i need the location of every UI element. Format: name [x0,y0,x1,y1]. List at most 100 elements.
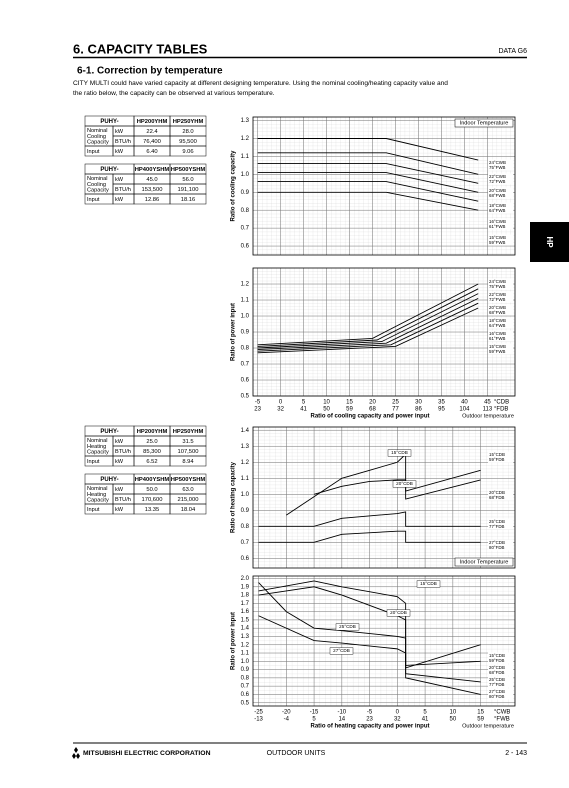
legend-label: 59°FWB [489,349,505,354]
legend-title: Indoor Temperature [460,559,509,565]
table-value: 153,500 [142,187,163,193]
legend-label: 61°FWB [489,224,505,229]
y-tick-label: 0.8 [241,346,250,352]
y-axis-label: Ratio of power input [231,303,237,361]
legend-bg [488,291,513,303]
table-value: 76,400 [143,139,161,145]
table-cell [169,145,207,157]
x-tick-label: -15 [310,710,319,716]
table-value: 18.16 [181,197,196,203]
curve [257,293,479,349]
annotation: 20°CDB [396,481,413,486]
legend-label: 68°FDB [489,670,504,675]
legend-label: 61°FWB [489,336,505,341]
x-tick-label-f: -13 [254,717,263,723]
table-value: 95,500 [179,139,197,145]
minor-grid [253,427,515,568]
legend-label: 20°CWB [489,188,506,193]
table-label: Capacity [87,498,109,504]
table-value: 12.86 [145,197,160,203]
table-value: 18.04 [181,507,196,513]
x-tick-label-f: 23 [366,717,373,723]
legend-bg [488,489,513,501]
y-tick-label: 1.1 [241,298,250,304]
table-label: Nominal [87,486,108,492]
legend-label: 59°FDB [489,457,504,462]
table-value: 107,500 [178,449,199,455]
table-value: 9.06 [182,149,193,155]
table-header: PUHY- [100,167,118,173]
annotation: 20°CDB [390,610,407,615]
y-tick-label: 0.9 [241,330,250,336]
legend-label: 80°FDB [489,694,504,699]
legend-bg [488,676,513,688]
x-tick-label-f: 41 [300,407,307,413]
annotation-box [386,609,411,617]
y-tick-label: 0.8 [241,524,250,530]
table-label: Nominal [87,438,108,444]
legend-label: 24°CWB [489,160,506,165]
legend-label: 64°FWB [489,323,505,328]
table-value: 63.0 [182,487,193,493]
x-tick-label: 15 [346,400,353,406]
annotation: 27°CDB [333,648,350,653]
legend-label: 75°FWB [489,284,505,289]
legend-bg [488,173,513,185]
y-tick-label: 1.0 [241,492,250,498]
y-tick-label: 1.1 [241,476,250,482]
y-tick-label: 1.4 [241,428,250,434]
curve [257,297,479,351]
x-axis-note: Outdoor temperature [462,413,514,419]
table-header: HP250YHM [173,119,204,125]
y-tick-label: 1.0 [241,172,250,178]
legend-label: 27°CDB [489,540,505,545]
legend-bg [488,664,513,676]
legend-label: 59°FWB [489,240,505,245]
table-label: Capacity [87,188,109,194]
y-tick-label: 0.6 [241,378,250,384]
table-label: Cooling [87,134,106,140]
legend-label: 25°CDB [489,677,505,682]
y-tick-label: 1.0 [241,314,250,320]
legend-label: 68°FWB [489,193,505,198]
legend-label: 20°CDB [489,665,505,670]
table-value: 85,300 [143,449,161,455]
intro-text: CITY MULTI could have varied capacity at… [73,80,448,87]
side-tab [530,222,569,262]
plot-frame [252,116,516,256]
x-tick-label-f: 86 [415,407,422,413]
table-cell [169,455,207,467]
table-label: Capacity [87,450,109,456]
table-value: 13.35 [145,507,160,513]
x-tick-label-f: 59 [346,407,353,413]
legend-label: 15°CWB [489,235,506,240]
x-tick-label-f: 5 [312,717,316,723]
x-tick-label: -25 [254,710,263,716]
legend-label: 25°CDB [489,519,505,524]
legend-label: 77°FDB [489,524,504,529]
y-tick-label: 0.6 [241,244,250,250]
y-tick-label: 1.0 [241,659,250,665]
table-header: HP400YSHM [135,167,170,173]
annotation-box [392,480,417,488]
intro-text: the ratio below, the capacity can be obs… [73,90,275,97]
y-tick-label: 1.2 [241,460,250,466]
x-unit: °CWB [494,710,510,716]
table-label: Nominal [87,176,108,182]
x-tick-label: -5 [255,400,261,406]
y-tick-label: 1.8 [241,593,250,599]
legend-label: 75°FWB [489,165,505,170]
y-tick-label: 1.6 [241,609,250,615]
table-header: HP250YHM [173,429,204,435]
x-tick-label-f: 95 [438,407,445,413]
x-tick-label: 15 [477,710,484,716]
x-tick-label-f: 23 [254,407,261,413]
legend-label: 27°CDB [489,689,505,694]
y-tick-label: 1.3 [241,634,250,640]
legend-bg [488,159,513,171]
x-tick-label: 35 [438,400,445,406]
y-axis-label: Ratio of heating capacity [231,461,237,533]
y-tick-label: 0.7 [241,362,250,368]
table-label: Nominal [87,128,108,134]
x-tick-label-f: 50 [449,717,456,723]
